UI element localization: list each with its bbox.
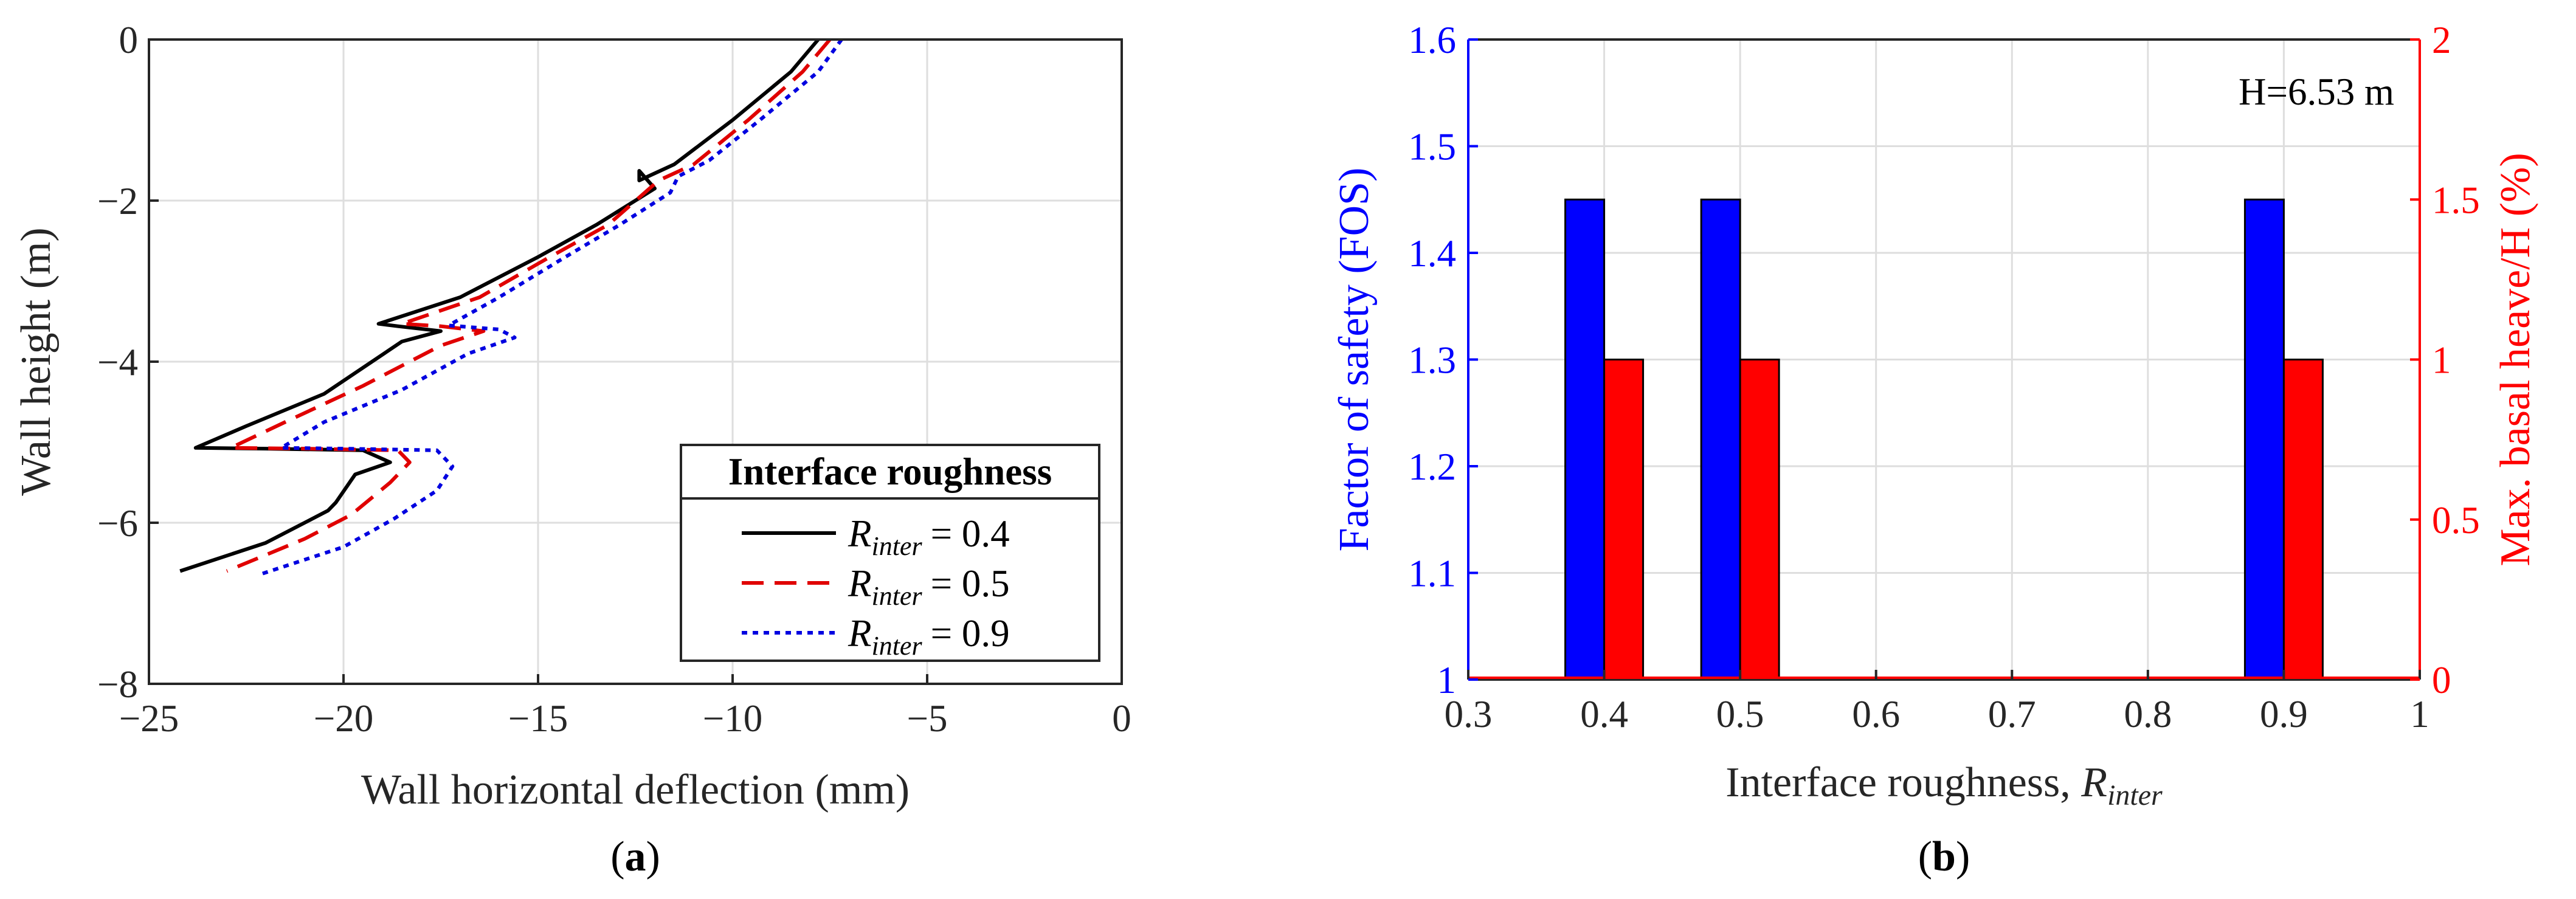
panel-b-bar-chart: 0.3 0.4 0.5 0.6 0.7 0.8 0.9 1 1 1.1 1.2 1.3 1.4 1.5 1.… — [1331, 19, 2539, 880]
legend-entry-subscript: inter — [871, 581, 922, 611]
x-tick-label: 0 — [1112, 697, 1131, 740]
x-tick-label: 0.6 — [1852, 693, 1900, 735]
legend-entry-symbol: R — [848, 612, 871, 655]
panel-a-legend: Interface roughness Rinter = 0.4 Rinter = 0… — [680, 444, 1100, 662]
panel-b-x-axis-label: Interface roughness, Rinter — [1725, 759, 2163, 811]
legend-entry-2: Rinter = 0.5 — [848, 562, 1010, 611]
x-tick-label: 0.3 — [1445, 693, 1493, 735]
right-y-tick-label: 0.5 — [2432, 499, 2480, 542]
x-tick-label: 0.8 — [2124, 693, 2172, 735]
left-y-tick-label: 1.5 — [1408, 126, 1456, 168]
x-axis-label-math: R — [2080, 759, 2107, 806]
left-y-tick-label: 1 — [1437, 659, 1457, 701]
x-tick-label: −25 — [119, 697, 179, 740]
panel-a-series — [179, 38, 843, 577]
panel-b-left-y-axis-label: Factor of safety (FOS) — [1331, 168, 1378, 552]
series-line-2 — [226, 38, 832, 573]
left-y-tick-label: 1.4 — [1408, 232, 1456, 275]
legend-items: Rinter = 0.4 Rinter = 0.5 Rinter = 0.9 — [742, 512, 1010, 661]
x-tick-label: −15 — [508, 697, 568, 740]
left-y-tick-label: 1.2 — [1408, 446, 1456, 488]
heave-bar — [1603, 359, 1645, 681]
legend-box — [680, 444, 1100, 662]
y-tick-label: −6 — [97, 502, 138, 545]
legend-entry-subscript: inter — [871, 631, 922, 661]
x-tick-label: 0.9 — [2260, 693, 2308, 735]
x-axis-label-subscript: inter — [2107, 779, 2163, 811]
legend-entry-value: = 0.4 — [931, 512, 1010, 555]
right-y-tick-label: 0 — [2432, 659, 2451, 701]
legend-entry-value: = 0.5 — [931, 562, 1010, 605]
panel-a-x-axis-label: Wall horizontal deflection (mm) — [361, 766, 910, 813]
x-tick-label: −10 — [703, 697, 763, 740]
legend-entry-value: = 0.9 — [931, 612, 1010, 655]
fos-bar — [1700, 198, 1741, 681]
panel-a-ticks: −25 −20 −15 −10 −5 0 0 −2 −4 −6 −8 — [97, 19, 1131, 740]
x-tick-label: −5 — [906, 697, 947, 740]
legend-entry-1: Rinter = 0.4 — [848, 512, 1010, 561]
y-tick-label: 0 — [119, 19, 139, 61]
legend-entry-3: Rinter = 0.9 — [848, 612, 1010, 661]
panel-a-y-axis-label: Wall height (m) — [13, 227, 60, 495]
x-tick-label: 1 — [2410, 693, 2429, 735]
series-line-1 — [179, 38, 820, 573]
x-axis-label-text: Interface roughness, — [1725, 759, 2081, 806]
legend-entry-subscript: inter — [871, 531, 922, 561]
legend-entry-symbol: R — [848, 512, 871, 555]
left-y-tick-label: 1.6 — [1408, 19, 1456, 61]
heave-bar — [1739, 359, 1780, 681]
x-tick-label: 0.5 — [1716, 693, 1764, 735]
y-tick-label: −4 — [97, 341, 138, 384]
legend-title: Interface roughness — [728, 450, 1052, 493]
y-tick-label: −2 — [97, 180, 138, 222]
x-tick-label: 0.4 — [1580, 693, 1628, 735]
panel-b-height-annotation: H=6.53 m — [2239, 71, 2394, 113]
fos-bar — [1564, 198, 1606, 681]
legend-entry-symbol: R — [848, 562, 871, 605]
x-tick-label: −20 — [314, 697, 374, 740]
series-line-3 — [257, 38, 843, 577]
panel-b-right-y-axis-label: Max. basal heave/H (%) — [2492, 153, 2539, 566]
panel-a-line-chart: −25 −20 −15 −10 −5 0 0 −2 −4 −6 −8 Wall horizontal… — [13, 19, 1131, 880]
fos-bar — [2243, 198, 2285, 681]
left-y-tick-label: 1.1 — [1408, 553, 1456, 595]
right-y-tick-label: 1 — [2432, 339, 2451, 382]
heave-bar — [2282, 359, 2324, 681]
left-y-tick-label: 1.3 — [1408, 339, 1456, 382]
right-y-tick-label: 1.5 — [2432, 179, 2480, 221]
panel-b-bars — [1564, 198, 2324, 681]
panel-b-label: (b) — [1918, 833, 1970, 880]
right-y-tick-label: 2 — [2432, 19, 2451, 61]
x-tick-label: 0.7 — [1988, 693, 2036, 735]
panel-b-ticks: 0.3 0.4 0.5 0.6 0.7 0.8 0.9 1 1 1.1 1.2 1.3 1.4 1.5 1.… — [1408, 19, 2480, 735]
panel-a-label: (a) — [610, 833, 660, 880]
y-tick-label: −8 — [97, 663, 138, 706]
